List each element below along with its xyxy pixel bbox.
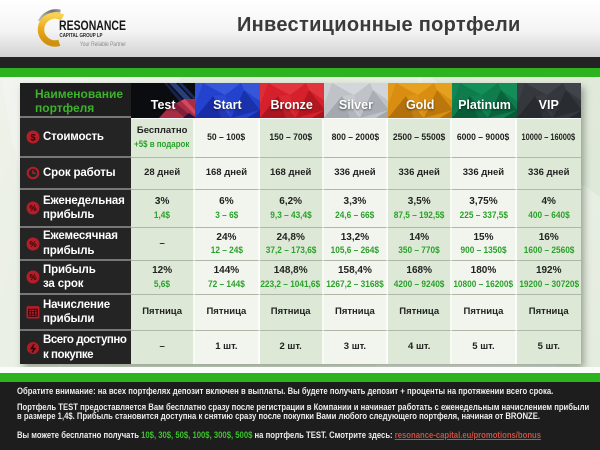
svg-text:CAPITAL GROUP LP: CAPITAL GROUP LP (60, 33, 103, 39)
svg-text:%: % (29, 204, 36, 213)
svg-text:$: $ (31, 132, 36, 142)
svg-text:%: % (29, 240, 36, 249)
svg-text:Your Reliable Partner: Your Reliable Partner (80, 41, 127, 48)
svg-text:RESONANCE: RESONANCE (59, 18, 126, 33)
svg-text:%: % (29, 273, 36, 282)
